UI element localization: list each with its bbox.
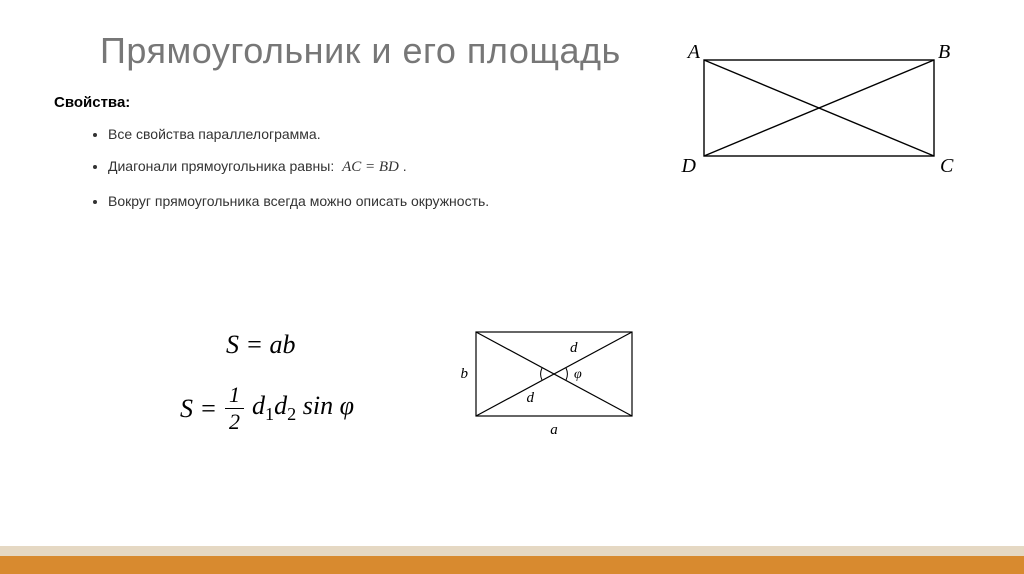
side-label-a: a bbox=[550, 422, 558, 438]
diagonal-label-d1: d bbox=[570, 340, 578, 356]
list-item: Вокруг прямоугольника всегда можно описа… bbox=[108, 192, 1024, 210]
vertex-label-C: C bbox=[940, 155, 954, 174]
formula-diagonals: S = 1 2 d1d2 sin φ bbox=[180, 384, 354, 433]
slide-content: Прямоугольник и его площадь Свойства: Вс… bbox=[0, 0, 1024, 574]
bullet-text: Диагонали прямоугольника равны: bbox=[108, 158, 334, 174]
vertex-label-D: D bbox=[681, 155, 697, 174]
diagram-svg-small: a b d d φ bbox=[454, 322, 654, 440]
angle-label-phi: φ bbox=[574, 367, 582, 382]
vertex-label-A: A bbox=[686, 44, 701, 63]
vertex-label-B: B bbox=[938, 44, 950, 63]
rectangle-diagram-large: A B C D bbox=[674, 44, 964, 179]
formula-ab: S = ab bbox=[180, 330, 354, 360]
frac-den: 2 bbox=[225, 409, 244, 433]
bullet-text: Вокруг прямоугольника всегда можно описа… bbox=[108, 193, 489, 209]
diagonal-label-d2: d bbox=[527, 390, 535, 406]
diagram-svg-large: A B C D bbox=[674, 44, 964, 174]
side-label-b: b bbox=[461, 366, 469, 382]
bullet-text: Все свойства параллелограмма. bbox=[108, 126, 321, 142]
slide-footer-bar bbox=[0, 546, 1024, 574]
footer-stripe-bottom bbox=[0, 556, 1024, 574]
footer-stripe-top bbox=[0, 546, 1024, 556]
fraction-half: 1 2 bbox=[225, 384, 244, 433]
frac-num: 1 bbox=[225, 384, 244, 409]
formula-left: S = bbox=[180, 394, 217, 424]
math-inline: AC = BD bbox=[338, 159, 399, 175]
rectangle-diagram-small: a b d d φ bbox=[454, 322, 654, 445]
period: . bbox=[403, 158, 407, 174]
area-formulas: S = ab S = 1 2 d1d2 sin φ bbox=[180, 330, 354, 433]
formula-right: d1d2 sin φ bbox=[252, 391, 354, 425]
